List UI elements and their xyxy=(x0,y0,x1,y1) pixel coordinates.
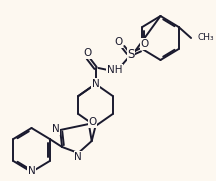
Text: NH: NH xyxy=(107,65,122,75)
Text: N: N xyxy=(52,124,59,134)
Text: N: N xyxy=(92,79,99,89)
Text: S: S xyxy=(127,49,135,62)
Text: O: O xyxy=(89,117,97,127)
Text: O: O xyxy=(114,37,123,47)
Text: O: O xyxy=(140,39,148,49)
Text: CH₃: CH₃ xyxy=(198,33,214,43)
Text: N: N xyxy=(75,152,82,162)
Text: N: N xyxy=(28,166,35,176)
Text: O: O xyxy=(84,48,92,58)
